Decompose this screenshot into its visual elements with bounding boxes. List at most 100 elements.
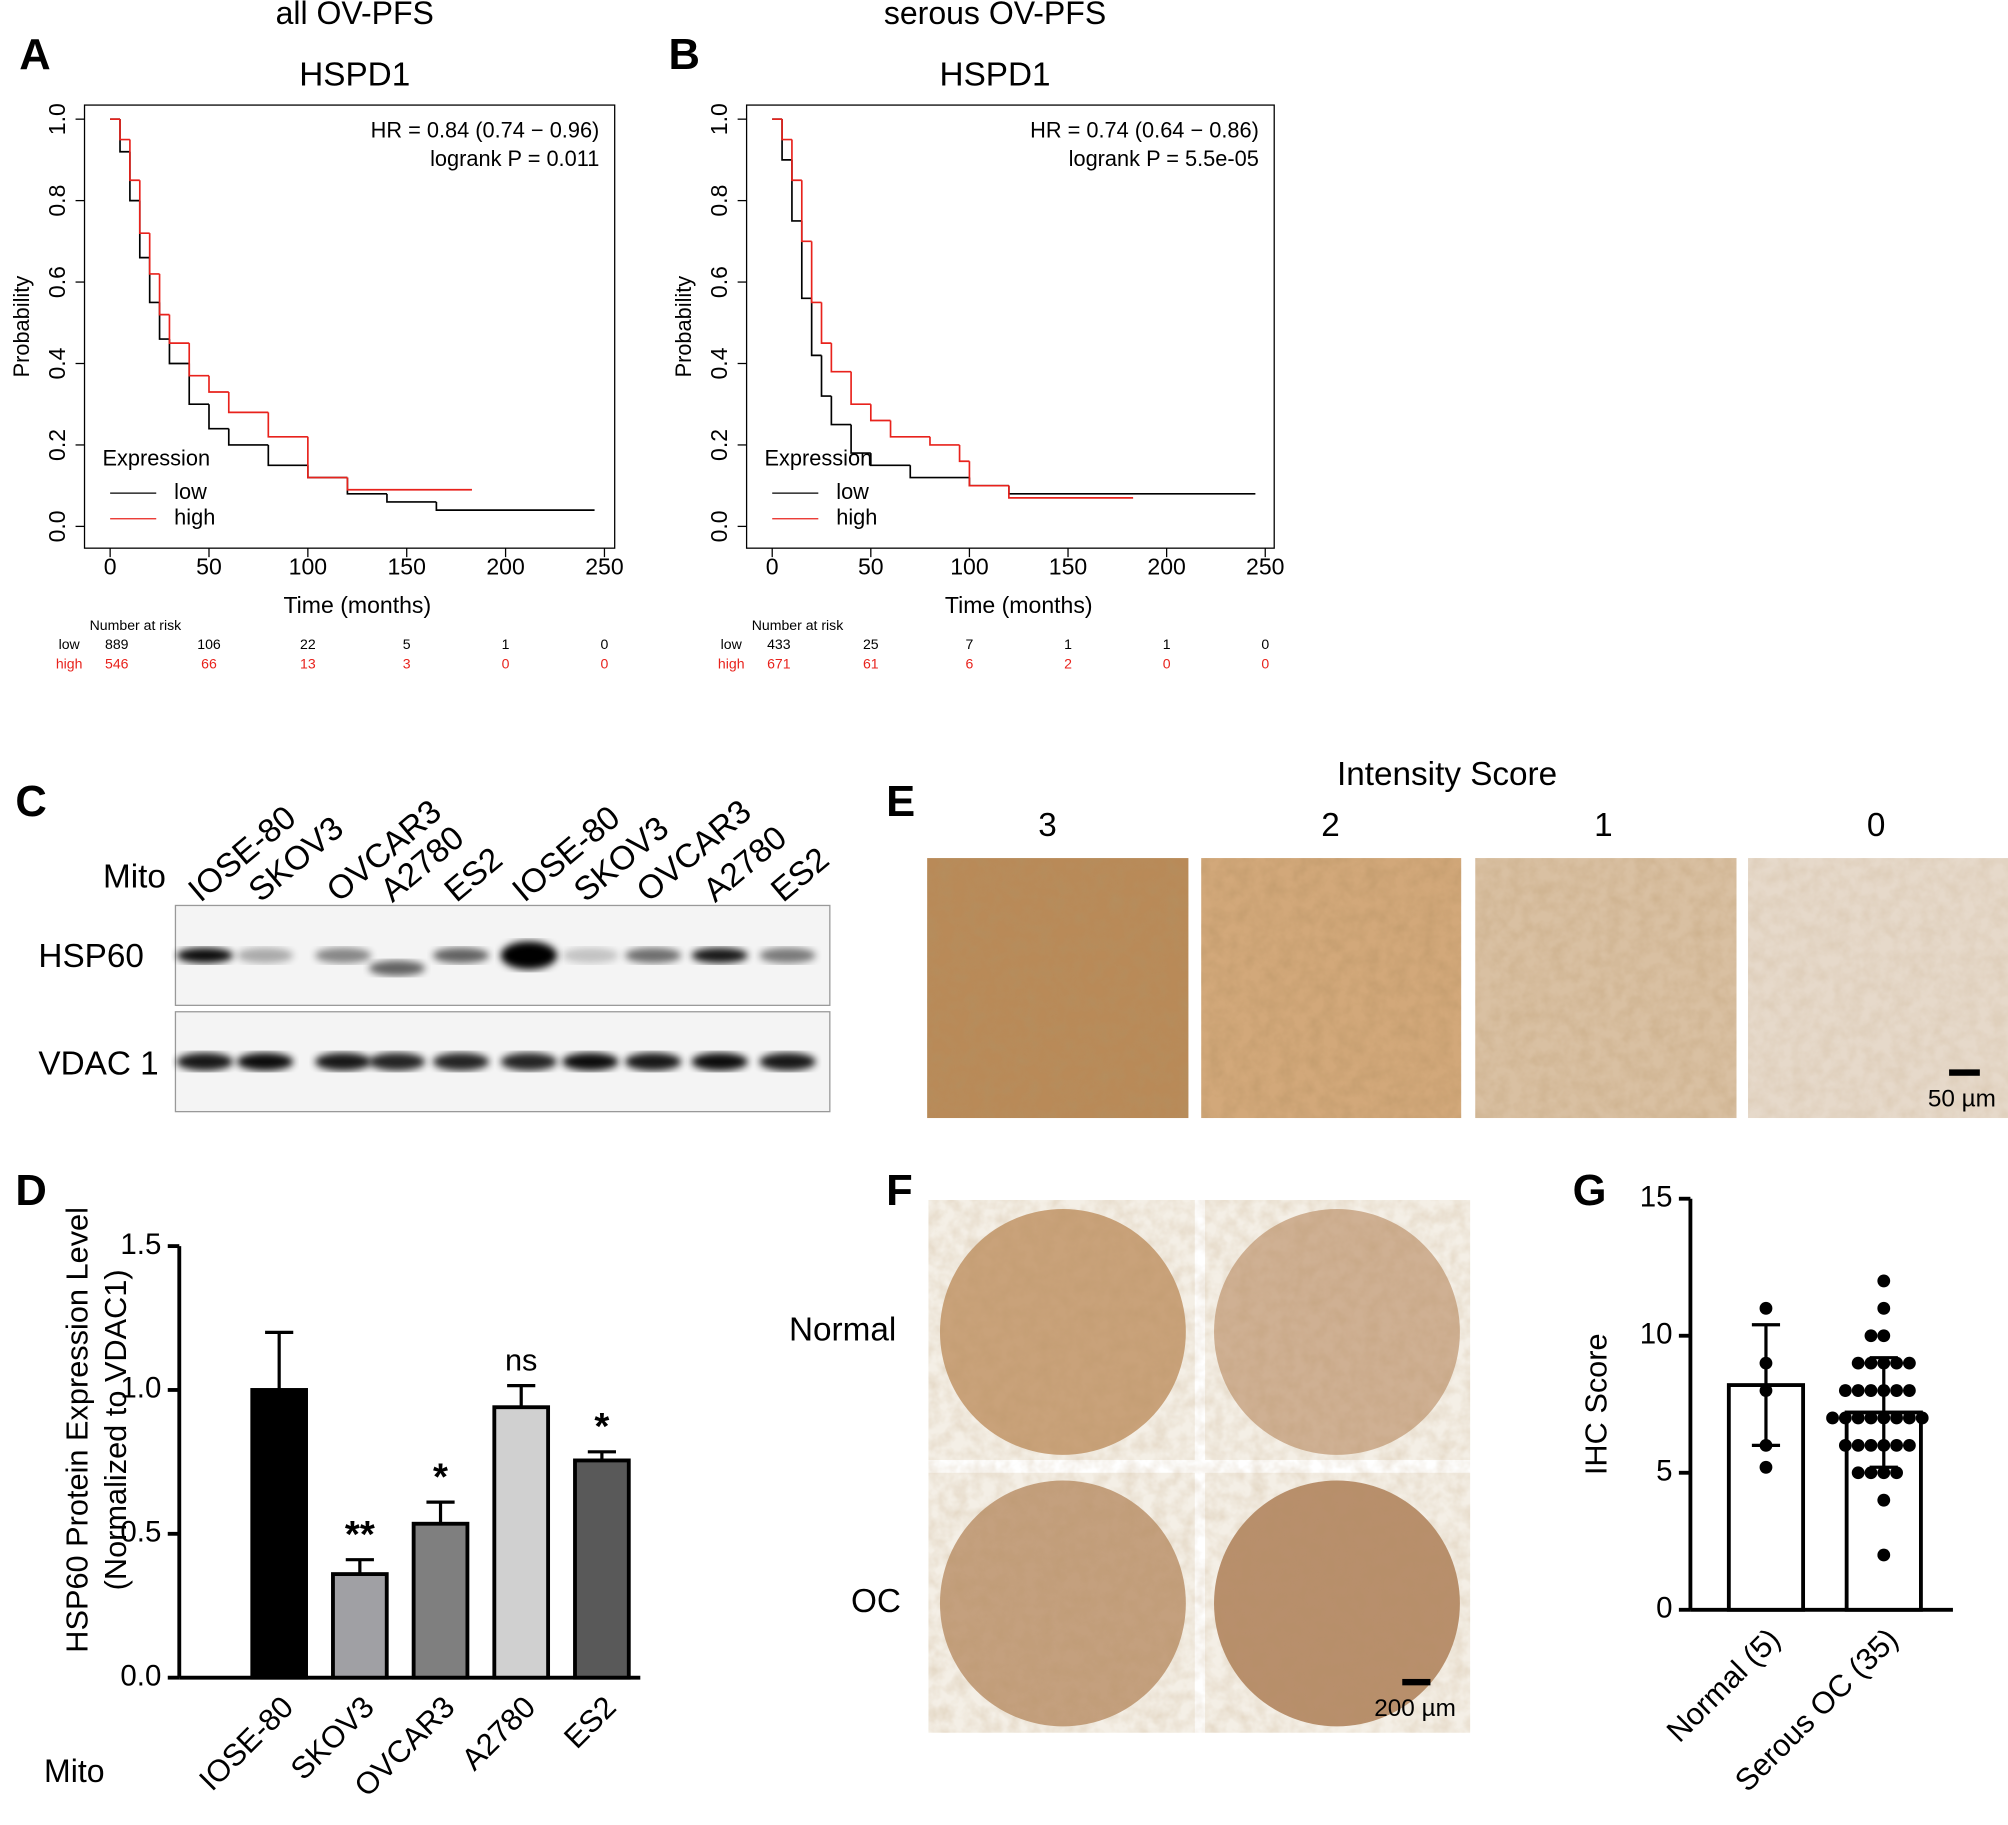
x-tick-label: 150 (1049, 554, 1087, 580)
y-tick-label: 0.4 (44, 347, 70, 379)
data-point (1864, 1466, 1878, 1480)
survival-step (148, 233, 160, 275)
y-tick-label: 0.6 (44, 266, 70, 298)
y-axis-label: HSP60 Protein Expression Level (60, 1207, 95, 1653)
x-tick-label: 200 (486, 554, 524, 580)
chart-subtitle: HSPD1 (940, 57, 1051, 94)
band (759, 947, 816, 964)
band (500, 941, 558, 970)
survival-step (929, 436, 960, 446)
survival-step (800, 220, 812, 300)
risk-value: 0 (601, 636, 609, 652)
data-point (1902, 1411, 1916, 1425)
risk-value: 106 (197, 636, 221, 652)
data-point (1864, 1384, 1878, 1397)
survival-step (850, 424, 871, 454)
data-point (1851, 1411, 1865, 1425)
data-point (1877, 1274, 1891, 1288)
survival-step (968, 477, 1009, 487)
data-point (1838, 1384, 1852, 1397)
y-tick-label: 1.0 (44, 103, 70, 135)
y-tick-label: 0.8 (706, 185, 732, 217)
blot-row-label: VDAC 1 (38, 1045, 158, 1082)
survival-step (791, 159, 802, 222)
x-tick-label: 50 (858, 554, 884, 580)
survival-step (869, 453, 911, 467)
band (176, 1052, 234, 1071)
band (691, 947, 748, 964)
y-axis-label: IHC Score (1578, 1333, 1613, 1475)
data-point (1759, 1301, 1773, 1315)
y-tick-label: 0.6 (706, 266, 732, 298)
scale-bar-label: 200 µm (1374, 1695, 1456, 1722)
data-point (1877, 1548, 1891, 1562)
score: 0 (1867, 807, 1886, 844)
risk-value: 0 (502, 655, 510, 671)
annotation: logrank P = 5.5e-05 (1069, 146, 1259, 171)
y-axis-label: (Normalized to VDAC1) (98, 1269, 133, 1590)
data-point (1877, 1329, 1891, 1343)
x-tick-label: 250 (1246, 554, 1284, 580)
data-point (1759, 1384, 1773, 1397)
x-tick-label: 150 (387, 554, 425, 580)
data-point (1890, 1384, 1903, 1397)
data-point (1915, 1411, 1929, 1425)
risk-value: 3 (403, 655, 411, 671)
data-point (1851, 1438, 1865, 1452)
score: 3 (1038, 807, 1057, 844)
x-tick-label: IOSE-80 (192, 1689, 300, 1797)
survival-step (889, 420, 930, 438)
y-tick-label: 0.0 (120, 1659, 161, 1692)
band (368, 1052, 426, 1071)
survival-step (830, 396, 852, 426)
risk-row-name: high (56, 655, 83, 671)
risk-title: Number at risk (752, 617, 844, 633)
data-point (1902, 1356, 1916, 1370)
survival-step (346, 477, 472, 491)
data-point (1890, 1356, 1903, 1370)
band (236, 1052, 294, 1071)
survival-step (307, 436, 348, 479)
survival-step (168, 314, 190, 344)
y-tick-label: 5 (1656, 1455, 1672, 1488)
risk-value: 0 (1163, 655, 1171, 671)
band (691, 1052, 748, 1071)
survival-step (208, 375, 229, 393)
x-tick-label: 0 (104, 554, 117, 580)
survival-step (386, 493, 437, 503)
risk-value: 889 (105, 636, 129, 652)
data-point (1902, 1384, 1916, 1397)
survival-step (267, 412, 308, 438)
survival-step (138, 200, 150, 259)
blot-row-label: HSP60 (38, 938, 143, 975)
survival-step (119, 119, 130, 141)
risk-value: 1 (1064, 636, 1072, 652)
risk-value: 1 (1163, 636, 1171, 652)
risk-value: 66 (201, 655, 217, 671)
data-point (1759, 1356, 1773, 1370)
survival-step (830, 343, 852, 373)
plot-box (83, 104, 616, 549)
y-tick-label: 10 (1640, 1318, 1673, 1351)
band (236, 947, 294, 964)
survival-step (435, 501, 595, 511)
score: 2 (1321, 807, 1340, 844)
blot-bands (176, 941, 816, 1071)
data-point (1877, 1301, 1891, 1315)
scale-bar-label: 50 µm (1928, 1086, 1996, 1113)
y-tick-label: 0.4 (706, 347, 732, 379)
y-tick-label: 0 (1656, 1592, 1672, 1625)
error-bar (345, 1558, 374, 1575)
significance-label: * (594, 1405, 609, 1448)
data-point (1864, 1329, 1878, 1343)
data-point (1838, 1438, 1852, 1452)
data-point (1877, 1356, 1891, 1370)
survival-step (129, 151, 140, 202)
y-tick-label: 1.0 (706, 103, 732, 135)
error-bar (587, 1450, 616, 1461)
x-axis-label: Time (months) (283, 592, 431, 618)
legend-title: Expression (765, 446, 873, 471)
bar (411, 1521, 470, 1680)
risk-value: 1 (502, 636, 510, 652)
